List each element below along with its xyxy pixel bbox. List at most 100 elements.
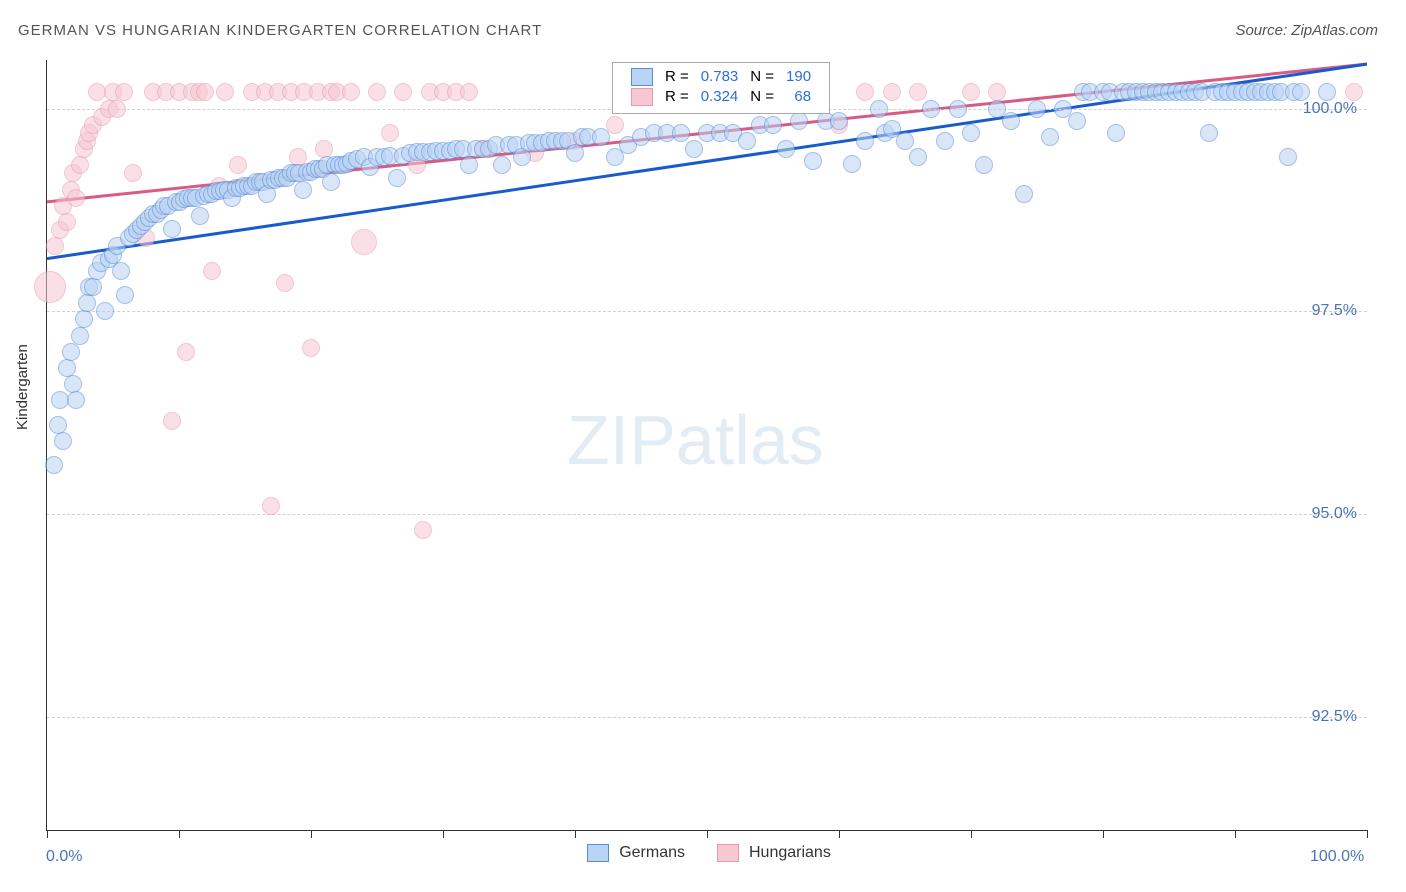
- data-point-german: [949, 100, 967, 118]
- data-point-hungarian: [34, 271, 66, 303]
- data-point-german: [1107, 124, 1125, 142]
- data-point-hungarian: [177, 343, 195, 361]
- data-point-hungarian: [315, 140, 333, 158]
- y-tick-label: 92.5%: [1312, 708, 1357, 726]
- data-point-german: [975, 156, 993, 174]
- x-tick: [971, 830, 972, 838]
- data-point-german: [84, 278, 102, 296]
- data-point-hungarian: [124, 164, 142, 182]
- data-point-german: [896, 132, 914, 150]
- data-point-german: [764, 116, 782, 134]
- data-point-hungarian: [368, 83, 386, 101]
- chart-plot-area: ZIPatlas 92.5%95.0%97.5%100.0%R =0.783N …: [46, 60, 1367, 831]
- data-point-hungarian: [460, 83, 478, 101]
- data-point-hungarian: [342, 83, 360, 101]
- data-point-german: [592, 128, 610, 146]
- data-point-hungarian: [262, 497, 280, 515]
- x-tick-label-last: 100.0%: [1310, 848, 1364, 866]
- legend-label-german: Germans: [619, 844, 685, 862]
- data-point-hungarian: [276, 274, 294, 292]
- stat-n-value: 68: [780, 87, 817, 107]
- x-tick: [707, 830, 708, 838]
- data-point-german: [936, 132, 954, 150]
- data-point-german: [112, 262, 130, 280]
- data-point-german: [843, 155, 861, 173]
- data-point-german: [1015, 185, 1033, 203]
- data-point-german: [922, 100, 940, 118]
- data-point-german: [962, 124, 980, 142]
- data-point-german: [75, 310, 93, 328]
- stat-n-label: N =: [744, 67, 780, 87]
- data-point-german: [1068, 112, 1086, 130]
- gridline: [47, 311, 1367, 312]
- data-point-german: [790, 112, 808, 130]
- data-point-german: [566, 144, 584, 162]
- data-point-hungarian: [216, 83, 234, 101]
- data-point-german: [909, 148, 927, 166]
- data-point-german: [777, 140, 795, 158]
- data-point-german: [1041, 128, 1059, 146]
- legend-swatch-german-icon: [587, 844, 609, 862]
- watermark: ZIPatlas: [567, 400, 824, 480]
- data-point-hungarian: [71, 156, 89, 174]
- data-point-german: [856, 132, 874, 150]
- data-point-german: [1279, 148, 1297, 166]
- stat-r-value: 0.783: [695, 67, 745, 87]
- stat-r-value: 0.324: [695, 87, 745, 107]
- series-legend: Germans Hungarians: [587, 844, 853, 862]
- data-point-german: [116, 286, 134, 304]
- data-point-german: [388, 169, 406, 187]
- x-tick-label-first: 0.0%: [46, 848, 82, 866]
- data-point-hungarian: [414, 521, 432, 539]
- data-point-german: [191, 207, 209, 225]
- chart-title: GERMAN VS HUNGARIAN KINDERGARTEN CORRELA…: [18, 22, 1388, 39]
- data-point-hungarian: [203, 262, 221, 280]
- data-point-hungarian: [351, 229, 377, 255]
- stat-n-label: N =: [744, 87, 780, 107]
- x-tick: [1367, 830, 1368, 838]
- x-tick: [443, 830, 444, 838]
- data-point-german: [1318, 83, 1336, 101]
- stat-n-value: 190: [780, 67, 817, 87]
- data-point-german: [67, 391, 85, 409]
- data-point-german: [71, 327, 89, 345]
- data-point-german: [1200, 124, 1218, 142]
- data-point-german: [54, 432, 72, 450]
- data-point-german: [322, 173, 340, 191]
- x-tick: [311, 830, 312, 838]
- data-point-german: [830, 112, 848, 130]
- y-tick-label: 100.0%: [1303, 100, 1357, 118]
- data-point-hungarian: [108, 100, 126, 118]
- legend-label-hungarian: Hungarians: [749, 844, 831, 862]
- y-tick-label: 97.5%: [1312, 302, 1357, 320]
- source-attribution: Source: ZipAtlas.com: [1235, 22, 1378, 39]
- data-point-german: [163, 220, 181, 238]
- data-point-german: [493, 156, 511, 174]
- x-tick: [1235, 830, 1236, 838]
- data-point-german: [1028, 100, 1046, 118]
- data-point-german: [64, 375, 82, 393]
- data-point-german: [1292, 83, 1310, 101]
- data-point-hungarian: [67, 189, 85, 207]
- data-point-hungarian: [163, 412, 181, 430]
- data-point-german: [45, 456, 63, 474]
- legend-swatch-hungarian-icon: [717, 844, 739, 862]
- data-point-german: [870, 100, 888, 118]
- data-point-hungarian: [909, 83, 927, 101]
- data-point-hungarian: [229, 156, 247, 174]
- stat-r-label: R =: [659, 67, 695, 87]
- data-point-german: [738, 132, 756, 150]
- data-point-german: [78, 294, 96, 312]
- swatch-german-icon: [631, 68, 653, 86]
- data-point-hungarian: [196, 83, 214, 101]
- data-point-german: [62, 343, 80, 361]
- data-point-german: [804, 152, 822, 170]
- data-point-hungarian: [115, 83, 133, 101]
- data-point-hungarian: [381, 124, 399, 142]
- x-tick: [1103, 830, 1104, 838]
- data-point-hungarian: [46, 237, 64, 255]
- data-point-hungarian: [962, 83, 980, 101]
- data-point-hungarian: [883, 83, 901, 101]
- x-tick: [47, 830, 48, 838]
- gridline: [47, 717, 1367, 718]
